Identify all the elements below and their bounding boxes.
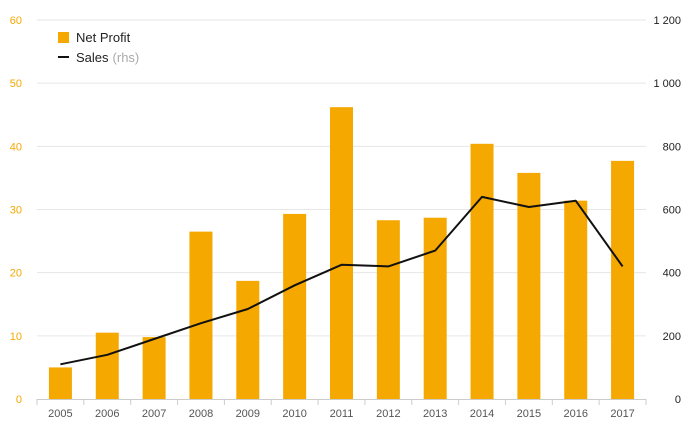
right-tick-label: 400 <box>663 268 681 280</box>
net-profit-bar <box>236 280 260 399</box>
right-tick-label: 0 <box>675 394 681 406</box>
net-profit-bar <box>330 107 353 400</box>
left-tick-label: 40 <box>10 141 22 153</box>
x-tick-label: 2011 <box>330 408 354 420</box>
right-tick-label: 1 200 <box>653 15 681 27</box>
left-tick-label: 30 <box>10 205 22 217</box>
left-tick-label: 20 <box>10 268 22 280</box>
x-tick-label: 2015 <box>517 408 541 420</box>
x-tick-label: 2010 <box>282 408 306 420</box>
right-tick-label: 1 000 <box>653 78 681 90</box>
x-tick-label: 2017 <box>610 408 634 420</box>
legend-item-sales: Sales (rhs) <box>58 47 139 67</box>
net-profit-bar <box>283 213 307 399</box>
x-tick-label: 2013 <box>423 408 447 420</box>
x-tick-label: 2009 <box>236 408 260 420</box>
left-tick-label: 50 <box>10 78 22 90</box>
x-tick-label: 2012 <box>376 408 400 420</box>
left-tick-label: 0 <box>16 394 22 406</box>
net-profit-bar <box>142 337 166 399</box>
x-tick-label: 2007 <box>142 408 166 420</box>
left-tick-label: 60 <box>10 15 22 27</box>
net-profit-bar <box>189 231 213 399</box>
x-tick-label: 2008 <box>189 408 213 420</box>
legend-label-net-profit: Net Profit <box>76 29 131 45</box>
net-profit-bars <box>48 107 635 400</box>
net-profit-bar <box>376 220 400 399</box>
left-tick-label: 10 <box>10 331 22 343</box>
legend: Net Profit Sales (rhs) <box>58 27 139 67</box>
sales-swatch <box>58 56 69 58</box>
x-tick-label: 2005 <box>48 408 72 420</box>
net-profit-swatch <box>58 31 69 43</box>
x-tick-label: 2006 <box>95 408 119 420</box>
legend-label-sales: Sales <box>76 49 109 65</box>
net-profit-bar <box>611 160 635 399</box>
sales-line-group <box>60 195 624 366</box>
legend-label-sales-suffix: (rhs) <box>112 49 140 65</box>
net-profit-bar <box>517 172 541 399</box>
left-axis: 0 10 20 30 40 50 60 <box>10 15 22 406</box>
net-profit-bar <box>564 200 588 399</box>
net-profit-bar <box>95 332 119 399</box>
x-tick-label: 2016 <box>563 408 587 420</box>
net-profit-bar <box>470 143 494 399</box>
net-profit-bar <box>48 367 72 399</box>
x-tick-label: 2014 <box>470 408 494 420</box>
sales-line <box>60 195 624 366</box>
net-profit-bar <box>423 217 447 399</box>
right-tick-label: 200 <box>663 331 681 343</box>
legend-item-net-profit: Net Profit <box>58 27 139 47</box>
x-axis: 2005 2006 2007 2008 2009 2010 2011 2012 2013 2014… <box>36 399 647 420</box>
right-axis: 0 200 400 600 800 1 000 1 200 <box>653 15 681 406</box>
right-tick-label: 800 <box>663 141 681 153</box>
right-tick-label: 600 <box>663 205 681 217</box>
